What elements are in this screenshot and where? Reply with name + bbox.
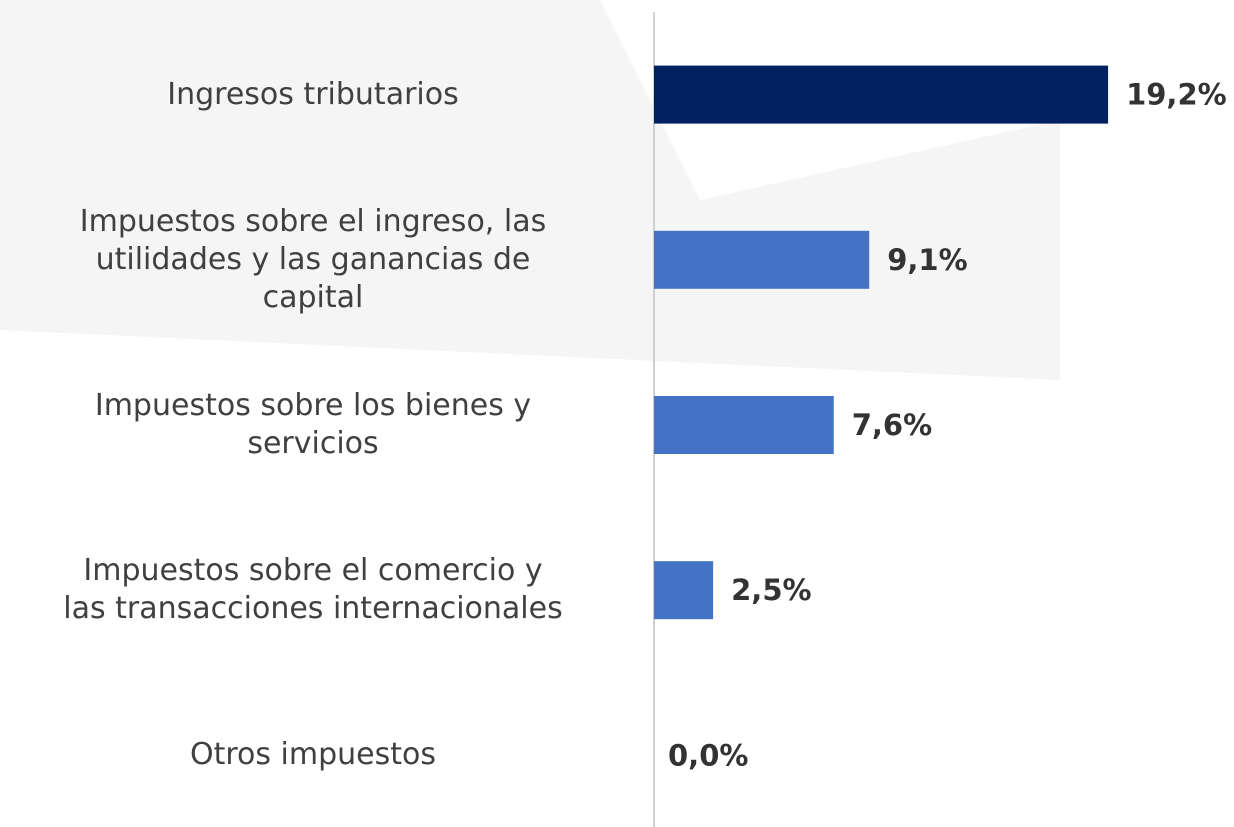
bar — [654, 561, 713, 619]
background-shape — [0, 0, 1060, 380]
category-label: Otros impuestos — [0, 736, 626, 774]
value-label: 0,0% — [668, 738, 748, 772]
category-label: Impuestos sobre el ingreso, las utilidad… — [0, 203, 626, 317]
category-label: Impuestos sobre el comercio y las transa… — [0, 552, 626, 628]
category-label: Impuestos sobre los bienes y servicios — [0, 387, 626, 463]
value-label: 19,2% — [1126, 78, 1227, 112]
bar — [654, 396, 834, 454]
category-label: Ingresos tributarios — [0, 76, 626, 114]
bar — [654, 66, 1108, 124]
bar — [654, 231, 869, 289]
value-label: 2,5% — [731, 573, 811, 607]
value-label: 7,6% — [852, 408, 932, 442]
chart: 19,2% 9,1% 7,6% 2,5% 0,0% Ingresos tributari… — [0, 0, 1234, 827]
value-label: 9,1% — [887, 243, 967, 277]
